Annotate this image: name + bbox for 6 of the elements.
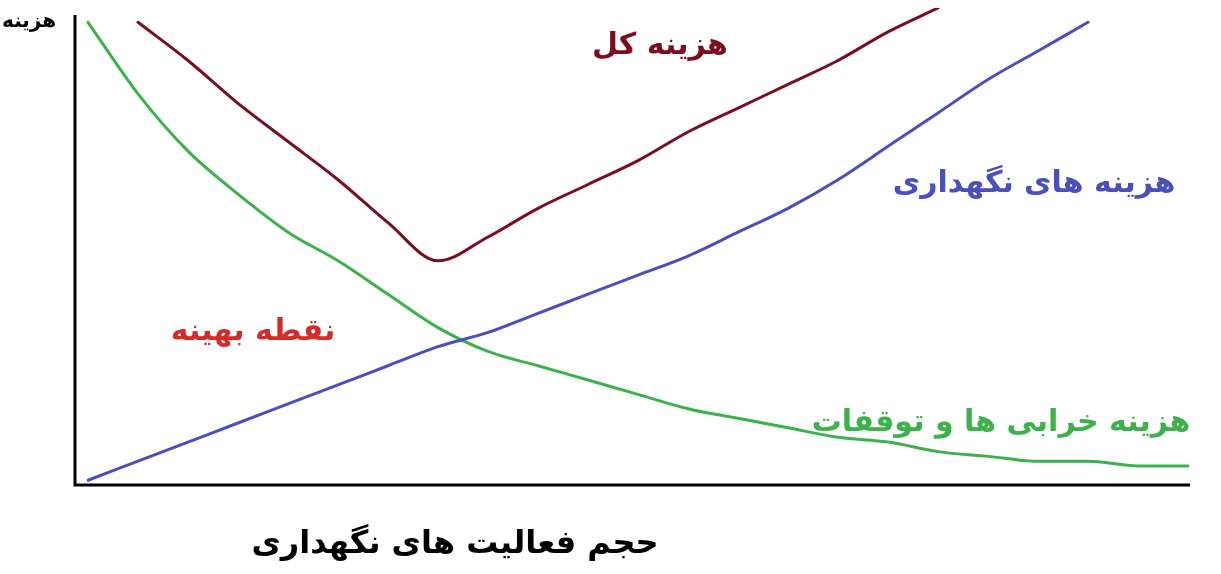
- y-axis-title: هزینه: [2, 8, 57, 33]
- series-label: هزینه خرابی ها و توقفات: [811, 402, 1191, 439]
- series-label: هزینه های نگهداری: [892, 164, 1176, 200]
- annotation: نقطه بهینه: [170, 312, 336, 348]
- series-label: هزینه کل: [592, 25, 728, 61]
- x-axis-title: حجم فعالیت های نگهداری: [251, 523, 659, 562]
